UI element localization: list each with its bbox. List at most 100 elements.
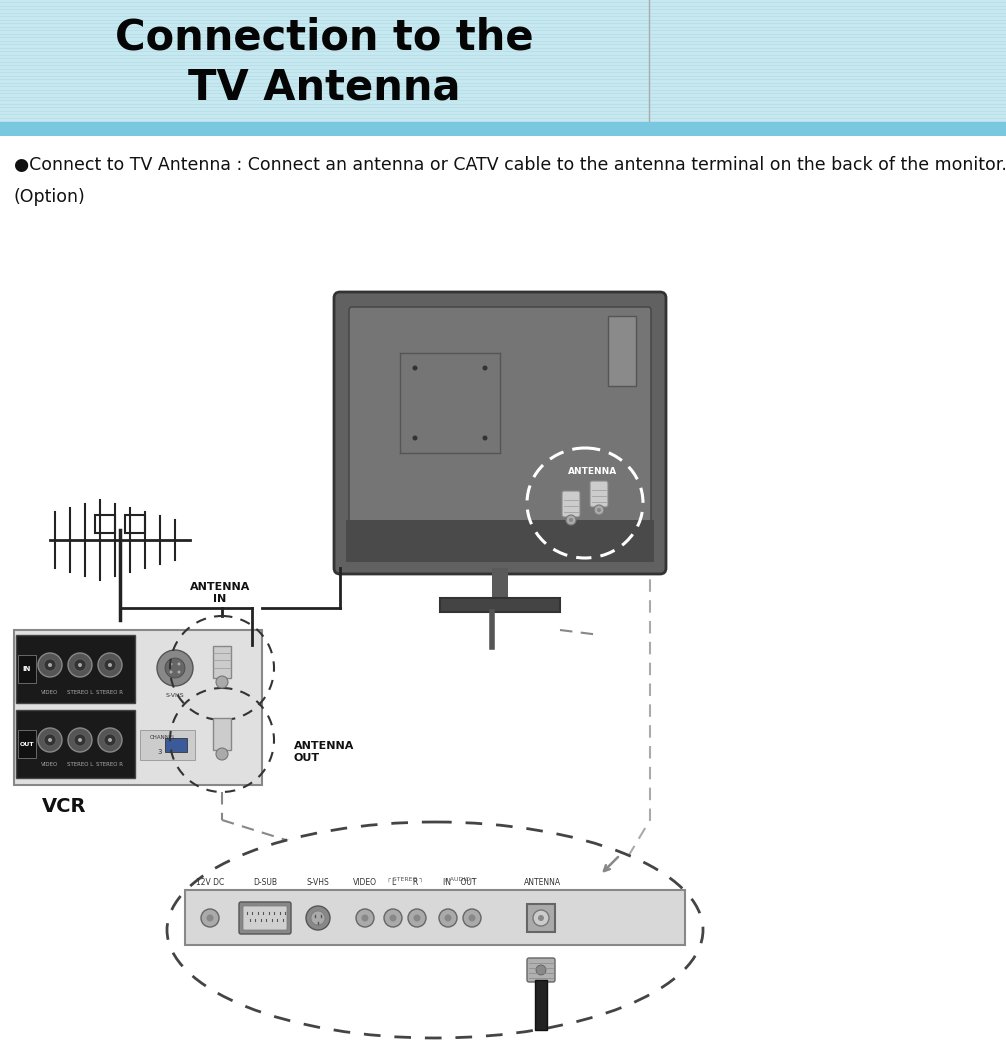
Circle shape bbox=[216, 676, 228, 689]
Bar bbox=[16, 710, 135, 778]
Circle shape bbox=[538, 914, 544, 921]
Text: OUT: OUT bbox=[20, 741, 34, 747]
Circle shape bbox=[108, 663, 112, 667]
Circle shape bbox=[206, 914, 213, 922]
Circle shape bbox=[361, 914, 368, 922]
Circle shape bbox=[412, 435, 417, 440]
Circle shape bbox=[384, 909, 402, 927]
Circle shape bbox=[469, 914, 476, 922]
Circle shape bbox=[169, 662, 172, 665]
FancyBboxPatch shape bbox=[349, 307, 651, 524]
Text: ANTENNA: ANTENNA bbox=[568, 467, 618, 475]
Text: ANTENNA: ANTENNA bbox=[524, 878, 561, 887]
Bar bbox=[18, 655, 36, 683]
Circle shape bbox=[98, 728, 122, 752]
Text: L       R: L R bbox=[392, 878, 418, 887]
Bar bbox=[535, 980, 547, 1030]
Circle shape bbox=[38, 728, 62, 752]
FancyBboxPatch shape bbox=[590, 480, 608, 507]
Bar bbox=[140, 730, 195, 760]
Circle shape bbox=[201, 909, 219, 927]
Text: TV Antenna: TV Antenna bbox=[188, 67, 461, 109]
Circle shape bbox=[44, 659, 56, 671]
Circle shape bbox=[566, 515, 576, 525]
Bar bbox=[213, 646, 231, 678]
Text: S-VHS: S-VHS bbox=[307, 878, 329, 887]
Bar bbox=[14, 630, 262, 785]
Text: ┌ AUDIO ┐: ┌ AUDIO ┐ bbox=[444, 876, 476, 882]
Bar bbox=[608, 316, 636, 386]
Text: D-SUB: D-SUB bbox=[253, 878, 277, 887]
Text: IN    OUT: IN OUT bbox=[444, 878, 477, 887]
Circle shape bbox=[311, 911, 325, 925]
Ellipse shape bbox=[167, 822, 703, 1038]
Circle shape bbox=[98, 653, 122, 677]
Text: (Option): (Option) bbox=[14, 188, 86, 206]
Text: 12V DC: 12V DC bbox=[196, 878, 224, 887]
Circle shape bbox=[169, 671, 172, 674]
Text: VCR: VCR bbox=[42, 797, 87, 816]
Circle shape bbox=[177, 662, 180, 665]
Text: 3: 3 bbox=[158, 749, 162, 755]
Circle shape bbox=[68, 653, 92, 677]
Circle shape bbox=[356, 909, 374, 927]
Circle shape bbox=[412, 365, 417, 371]
Circle shape bbox=[157, 650, 193, 686]
Text: CHANNEL: CHANNEL bbox=[150, 735, 176, 740]
Circle shape bbox=[177, 671, 180, 674]
Text: ┌ STEREO ┐: ┌ STEREO ┐ bbox=[387, 876, 424, 882]
Bar bbox=[95, 515, 115, 533]
Circle shape bbox=[48, 738, 52, 742]
FancyBboxPatch shape bbox=[239, 902, 291, 934]
Circle shape bbox=[413, 914, 421, 922]
FancyBboxPatch shape bbox=[527, 958, 555, 982]
Circle shape bbox=[104, 734, 116, 746]
Text: VIDEO: VIDEO bbox=[353, 878, 377, 887]
Text: ANTENNA
IN: ANTENNA IN bbox=[190, 582, 250, 604]
Text: S-VHS: S-VHS bbox=[166, 693, 184, 698]
Text: VIDEO: VIDEO bbox=[41, 762, 58, 768]
Circle shape bbox=[74, 734, 86, 746]
Circle shape bbox=[569, 518, 573, 522]
Text: STEREO L: STEREO L bbox=[66, 762, 94, 768]
Text: ●Connect to TV Antenna : Connect an antenna or CATV cable to the antenna termina: ●Connect to TV Antenna : Connect an ante… bbox=[14, 156, 1006, 174]
Bar bbox=[16, 635, 135, 703]
Circle shape bbox=[48, 663, 52, 667]
Circle shape bbox=[68, 728, 92, 752]
Bar bbox=[0, 0, 649, 122]
Circle shape bbox=[445, 914, 452, 922]
Bar bbox=[346, 520, 654, 562]
Bar bbox=[492, 568, 508, 598]
Circle shape bbox=[306, 906, 330, 930]
Circle shape bbox=[594, 505, 604, 515]
Circle shape bbox=[74, 659, 86, 671]
Bar bbox=[440, 598, 560, 612]
Bar bbox=[18, 730, 36, 758]
Bar bbox=[165, 738, 187, 752]
Bar bbox=[213, 718, 231, 750]
Circle shape bbox=[483, 365, 488, 371]
Bar bbox=[125, 515, 145, 533]
Text: ANTENNA
OUT: ANTENNA OUT bbox=[294, 741, 354, 763]
Circle shape bbox=[216, 748, 228, 760]
Text: STEREO L: STEREO L bbox=[66, 690, 94, 695]
FancyBboxPatch shape bbox=[562, 491, 580, 517]
Bar bbox=[185, 890, 685, 945]
Circle shape bbox=[38, 653, 62, 677]
Circle shape bbox=[165, 658, 185, 678]
Circle shape bbox=[536, 965, 546, 975]
Circle shape bbox=[597, 508, 601, 512]
Text: STEREO R: STEREO R bbox=[97, 762, 124, 768]
Circle shape bbox=[389, 914, 396, 922]
Circle shape bbox=[439, 909, 457, 927]
Circle shape bbox=[104, 659, 116, 671]
FancyBboxPatch shape bbox=[334, 293, 666, 574]
Text: VIDEO: VIDEO bbox=[41, 690, 58, 695]
Circle shape bbox=[78, 738, 82, 742]
Circle shape bbox=[463, 909, 481, 927]
Text: STEREO R: STEREO R bbox=[97, 690, 124, 695]
Circle shape bbox=[483, 435, 488, 440]
Circle shape bbox=[108, 738, 112, 742]
Bar bbox=[0, 122, 1006, 136]
FancyBboxPatch shape bbox=[243, 906, 287, 930]
